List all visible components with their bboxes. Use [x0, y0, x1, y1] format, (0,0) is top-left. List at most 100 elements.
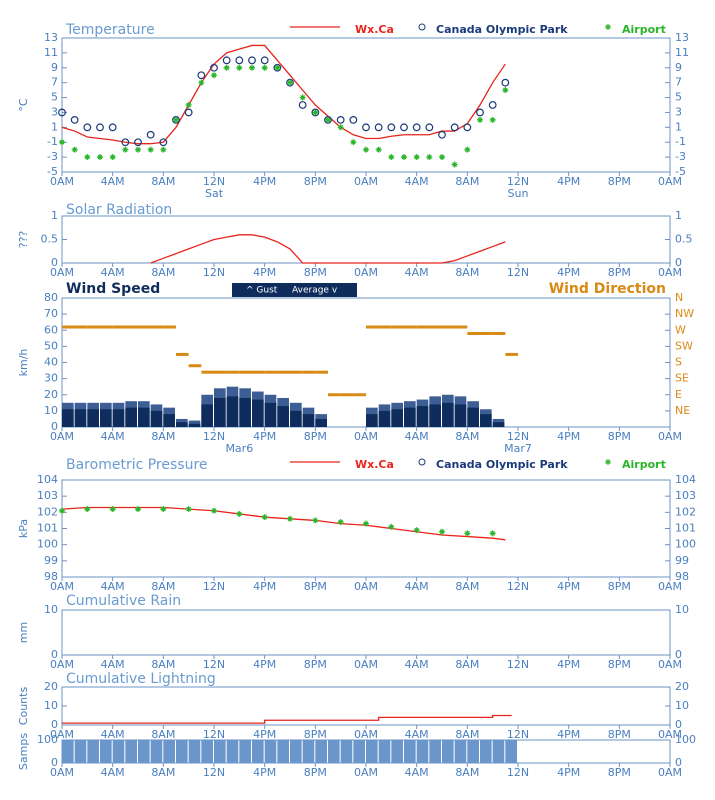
circle-marker: [463, 123, 472, 132]
x-tick-label: 8AM: [455, 266, 479, 279]
x-tick-label: 0AM: [658, 658, 682, 671]
bar: [176, 422, 188, 427]
x-tick-label: 0AM: [658, 766, 682, 779]
y-tick-label-right: 102: [675, 505, 696, 518]
bar: [112, 740, 125, 763]
direction-dot: [442, 325, 455, 329]
y-tick-label-right: 98: [675, 570, 689, 583]
x-tick-label: 4AM: [101, 175, 125, 188]
y-tick-label-right: -3: [675, 150, 686, 163]
y-axis-label: Samps: [17, 733, 30, 770]
x-tick-label: 8PM: [608, 430, 631, 443]
y-tick-label-right: 1: [675, 120, 682, 133]
y2-tick-label: E: [675, 388, 682, 401]
star-marker: [287, 515, 293, 522]
circle-marker: [425, 123, 434, 132]
x-tick-label: 8AM: [151, 658, 175, 671]
y-tick-label-right: 100: [675, 538, 696, 551]
x-tick-label: 0AM: [354, 580, 378, 593]
x-tick-label: 4AM: [101, 728, 125, 741]
bar: [138, 740, 150, 763]
panel-title: Solar Radiation: [66, 202, 172, 218]
x-tick-label: 8PM: [304, 728, 327, 741]
circle-marker: [260, 56, 269, 65]
y-tick-label: 98: [44, 570, 58, 583]
bar: [125, 740, 137, 763]
panel-title: Wind Speed: [66, 281, 160, 297]
circle-marker: [96, 123, 104, 132]
bar: [442, 402, 454, 427]
x-tick-label: 4PM: [253, 766, 276, 779]
y-tick-label-right: 7: [675, 76, 682, 89]
star-marker: [388, 523, 395, 530]
direction-dot: [315, 370, 328, 374]
x-tick-label: 4PM: [557, 728, 580, 741]
x-tick-label: 8PM: [304, 766, 327, 779]
circle-marker: [134, 138, 142, 147]
direction-dot: [188, 364, 202, 368]
bar: [391, 409, 403, 427]
day-label: Mar6: [225, 442, 253, 455]
star-marker: [198, 79, 205, 86]
bar: [480, 414, 492, 427]
x-tick-label: 0AM: [50, 430, 74, 443]
direction-dot: [404, 325, 417, 329]
x-tick-label: 8AM: [455, 430, 479, 443]
direction-dot: [239, 370, 252, 374]
circle-marker: [476, 108, 484, 117]
x-tick-label: 8PM: [608, 766, 631, 779]
y-tick-label: -3: [47, 150, 58, 163]
star-marker: [211, 72, 217, 79]
x-tick-label: 4AM: [405, 266, 429, 279]
y-tick-label: 0: [51, 756, 58, 769]
y-tick-label-right: 20: [675, 680, 689, 693]
star-marker: [413, 527, 420, 534]
star-marker: [413, 154, 420, 161]
y-tick-label: -1: [47, 135, 58, 148]
y-tick-label: 13: [44, 31, 58, 44]
star-marker: [135, 146, 141, 153]
bar: [277, 740, 289, 763]
direction-dot: [150, 325, 164, 329]
star-marker: [59, 139, 65, 146]
circle-marker: [121, 138, 130, 147]
x-tick-label: 8AM: [151, 580, 175, 593]
star-marker: [84, 506, 91, 513]
circle-marker: [210, 63, 218, 72]
y2-tick-label: W: [675, 323, 686, 336]
circle-marker: [83, 123, 92, 132]
circle-marker: [438, 130, 446, 139]
x-tick-label: 12N: [507, 175, 529, 188]
x-tick-label: 0AM: [658, 175, 682, 188]
x-tick-label: 8PM: [304, 175, 327, 188]
star-marker: [185, 506, 192, 513]
panel-title: Cumulative Lightning: [66, 671, 216, 687]
star-marker: [261, 64, 268, 71]
bar: [404, 740, 416, 763]
x-tick-label: 8PM: [608, 658, 631, 671]
star-marker: [122, 146, 129, 153]
x-tick-label: 4PM: [253, 658, 276, 671]
bar: [391, 740, 403, 763]
legend-label: Airport: [622, 458, 666, 471]
plot-frame: [61, 215, 671, 264]
bar: [378, 410, 391, 427]
bar: [366, 414, 378, 427]
circle-marker: [311, 108, 320, 117]
x-tick-label: 8AM: [151, 728, 175, 741]
star-marker: [502, 87, 509, 94]
circle-marker: [488, 101, 497, 109]
x-tick-label: 12N: [203, 175, 225, 188]
y2-tick-label: S: [675, 356, 682, 369]
y-tick-label: 103: [37, 489, 58, 502]
x-tick-label: 8PM: [304, 580, 327, 593]
y-tick-label: 0: [51, 256, 58, 269]
bar: [277, 406, 289, 427]
x-tick-label: 8PM: [304, 658, 327, 671]
bar: [100, 740, 112, 763]
x-tick-label: 4PM: [557, 658, 580, 671]
circle-marker: [286, 78, 294, 87]
x-tick-label: 4AM: [101, 766, 125, 779]
star-marker: [363, 146, 369, 153]
direction-dot: [252, 370, 265, 374]
